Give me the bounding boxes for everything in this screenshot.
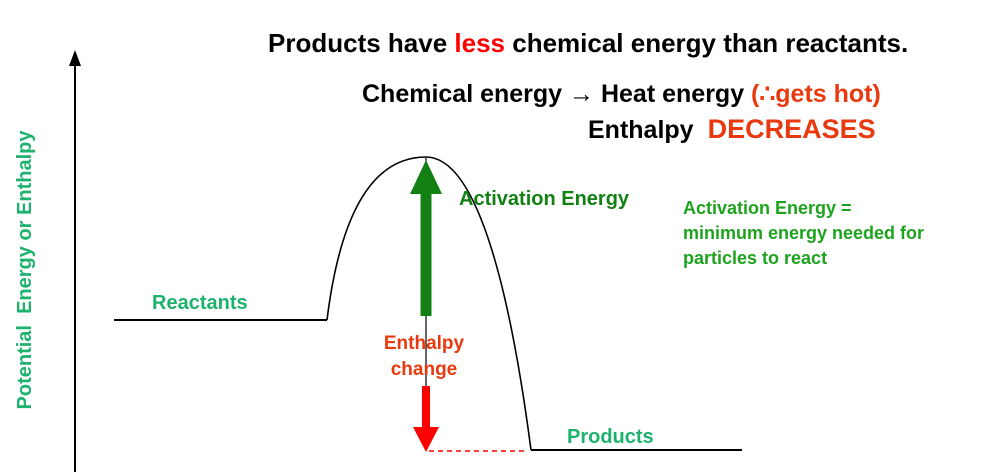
activation-energy-label: Activation Energy xyxy=(459,188,630,210)
products-label: Products xyxy=(567,426,654,448)
enthalpy-change-arrow-icon xyxy=(413,427,439,452)
header-line1-post: chemical energy than reactants. xyxy=(505,28,909,58)
note-line1: Activation Energy = xyxy=(683,198,852,218)
header-line3-highlight: DECREASES xyxy=(707,114,876,144)
reaction-curve xyxy=(326,156,532,451)
header-line1-pre: Products have xyxy=(268,28,455,58)
header-line2-highlight: (∴gets hot) xyxy=(751,80,881,108)
header-line3-pre: Enthalpy xyxy=(588,116,694,144)
y-axis-arrowhead-icon xyxy=(69,50,81,66)
header-line1-highlight: less xyxy=(454,28,506,58)
y-axis-label: Potential Energy or Enthalpy xyxy=(14,130,36,410)
header-line3: Enthalpy DECREASES xyxy=(588,114,876,145)
enthalpy-change-line1: Enthalpy xyxy=(383,333,465,354)
reactants-label: Reactants xyxy=(152,292,248,314)
note-line3: particles to react xyxy=(683,248,828,268)
header-line2: Chemical energy → Heat energy (∴gets hot… xyxy=(362,79,881,109)
header-line2-pre: Chemical energy → Heat energy xyxy=(362,80,752,108)
activation-energy-note: Activation Energy = minimum energy neede… xyxy=(683,196,924,271)
header-line1: Products have less chemical energy than … xyxy=(268,28,908,59)
enthalpy-change-line2: change xyxy=(390,359,458,380)
note-line2: minimum energy needed for xyxy=(683,223,925,243)
activation-energy-arrow-icon xyxy=(410,160,442,194)
enthalpy-change-label: Enthalpy change xyxy=(376,331,472,383)
